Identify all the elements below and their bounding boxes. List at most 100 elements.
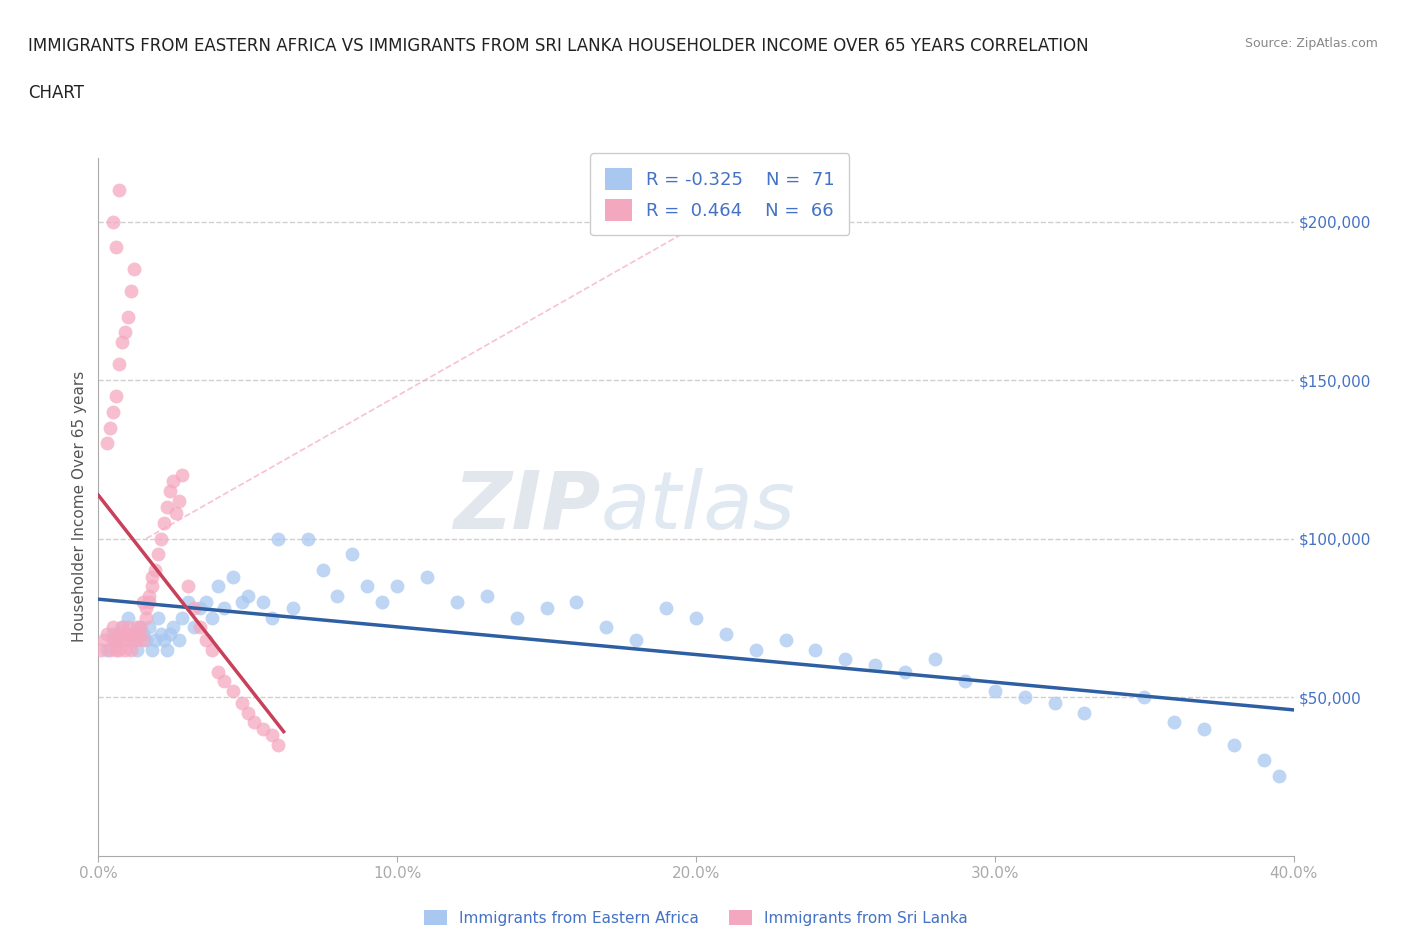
Point <box>201 642 224 657</box>
Point <box>775 632 797 647</box>
Point <box>108 182 131 197</box>
Point <box>132 594 155 609</box>
Point <box>475 588 498 603</box>
Point <box>595 620 617 635</box>
Point <box>138 620 160 635</box>
Point <box>108 642 131 657</box>
Point <box>983 684 1005 698</box>
Text: IMMIGRANTS FROM EASTERN AFRICA VS IMMIGRANTS FROM SRI LANKA HOUSEHOLDER INCOME O: IMMIGRANTS FROM EASTERN AFRICA VS IMMIGR… <box>28 37 1088 55</box>
Point <box>127 620 149 635</box>
Point <box>114 326 136 340</box>
Point <box>685 610 707 625</box>
Point <box>135 610 157 625</box>
Point <box>1223 737 1246 752</box>
Point <box>714 626 737 641</box>
Point <box>342 547 364 562</box>
Point <box>212 601 235 616</box>
Point <box>1014 690 1036 705</box>
Point <box>98 642 122 657</box>
Point <box>297 531 319 546</box>
Point <box>446 594 468 609</box>
Text: Source: ZipAtlas.com: Source: ZipAtlas.com <box>1244 37 1378 50</box>
Point <box>953 673 976 688</box>
Point <box>103 620 125 635</box>
Point <box>124 626 146 641</box>
Point <box>103 405 125 419</box>
Point <box>356 578 378 593</box>
Point <box>260 727 283 742</box>
Point <box>105 632 128 647</box>
Point <box>129 620 152 635</box>
Point <box>132 632 155 647</box>
Point <box>172 610 194 625</box>
Point <box>624 632 647 647</box>
Point <box>416 569 439 584</box>
Point <box>655 601 678 616</box>
Point <box>243 715 266 730</box>
Point <box>281 601 304 616</box>
Point <box>167 632 190 647</box>
Point <box>153 515 176 530</box>
Point <box>127 642 149 657</box>
Point <box>105 632 128 647</box>
Point <box>1043 696 1066 711</box>
Point <box>96 626 118 641</box>
Point <box>111 632 134 647</box>
Point <box>96 436 118 451</box>
Point <box>103 626 125 641</box>
Point <box>124 632 146 647</box>
Point <box>894 664 917 679</box>
Point <box>222 684 245 698</box>
Point <box>141 578 163 593</box>
Point <box>117 632 139 647</box>
Point <box>267 737 290 752</box>
Point <box>103 632 125 647</box>
Point <box>536 601 558 616</box>
Point <box>103 214 125 229</box>
Point <box>1253 753 1275 768</box>
Point <box>159 626 181 641</box>
Point <box>236 706 259 721</box>
Point <box>117 309 139 324</box>
Point <box>183 620 205 635</box>
Text: atlas: atlas <box>600 468 796 546</box>
Point <box>231 594 253 609</box>
Point <box>114 626 136 641</box>
Point <box>311 563 333 578</box>
Point <box>172 468 194 483</box>
Point <box>105 642 128 657</box>
Point <box>129 620 152 635</box>
Point <box>120 642 142 657</box>
Point <box>183 601 205 616</box>
Text: ZIP: ZIP <box>453 468 600 546</box>
Point <box>177 594 200 609</box>
Point <box>98 420 122 435</box>
Point <box>260 610 283 625</box>
Y-axis label: Householder Income Over 65 years: Householder Income Over 65 years <box>72 371 87 643</box>
Point <box>252 722 274 737</box>
Point <box>385 578 409 593</box>
Point <box>148 547 170 562</box>
Point <box>506 610 529 625</box>
Point <box>865 658 887 672</box>
Point <box>111 335 134 350</box>
Point <box>194 594 218 609</box>
Point <box>114 642 136 657</box>
Point <box>141 642 163 657</box>
Point <box>132 626 155 641</box>
Point <box>212 673 235 688</box>
Point <box>231 696 253 711</box>
Point <box>153 632 176 647</box>
Point <box>371 594 394 609</box>
Point <box>1267 769 1289 784</box>
Point <box>117 610 139 625</box>
Text: CHART: CHART <box>28 84 84 101</box>
Point <box>167 493 190 508</box>
Point <box>111 620 134 635</box>
Point <box>138 594 160 609</box>
Point <box>222 569 245 584</box>
Point <box>143 563 166 578</box>
Point <box>124 261 146 276</box>
Point <box>138 588 160 603</box>
Point <box>188 601 211 616</box>
